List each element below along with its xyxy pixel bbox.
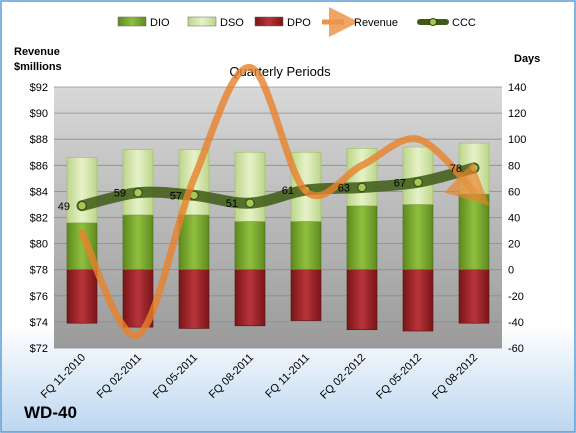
dio-bar [458, 193, 490, 270]
ccc-data-label: 67 [394, 177, 406, 189]
left-tick-label: $76 [30, 291, 48, 303]
ccc-data-label: 63 [338, 182, 350, 194]
left-tick-label: $84 [30, 186, 48, 198]
legend-label: CCC [452, 17, 476, 29]
left-tick-label: $74 [30, 317, 48, 329]
left-tick-label: $90 [30, 108, 48, 120]
dpo-bar [234, 269, 266, 327]
left-tick-label: $92 [30, 82, 48, 94]
dpo-bar [66, 269, 98, 324]
ccc-point [357, 182, 367, 193]
legend-item: DSO [187, 16, 244, 29]
right-tick-label: 0 [508, 265, 514, 277]
legend-swatch [254, 16, 284, 27]
ccc-data-label: 78 [450, 163, 462, 175]
left-axis-title-line1: Revenue [14, 46, 60, 58]
left-tick-label: $88 [30, 134, 48, 146]
legend-label: DSO [220, 17, 244, 29]
legend-item: CCC [417, 17, 476, 29]
legend-label: DIO [150, 17, 170, 29]
ccc-point [77, 201, 87, 211]
right-tick-label: -60 [508, 343, 524, 355]
left-tick-label: $82 [30, 213, 48, 225]
legend-item: DIO [117, 16, 170, 29]
left-axis-title-line2: $millions [14, 61, 62, 73]
right-tick-label: -40 [508, 317, 524, 329]
right-tick-label: 20 [508, 239, 520, 251]
right-tick-label: 40 [508, 213, 520, 225]
ccc-series [76, 162, 480, 212]
ccc-data-label: 59 [114, 188, 126, 200]
left-tick-label: $86 [30, 160, 48, 172]
dio-bar [346, 205, 378, 271]
dso-bar [122, 149, 154, 216]
right-tick-label: 140 [508, 82, 526, 94]
dpo-bar [178, 269, 210, 329]
ccc-point [245, 198, 255, 208]
right-axis: -60 -40 -20 0 20 40 60 80 100 120 140 [508, 82, 526, 355]
left-tick-label: $72 [30, 343, 48, 355]
dio-bar [290, 221, 322, 270]
revenue-line [78, 63, 490, 339]
left-axis: $72 $74 $76 $78 $80 $82 $84 $86 $88 $90 $92 [30, 82, 48, 355]
dpo-bar [290, 269, 322, 321]
ccc-data-label: 61 [282, 185, 294, 197]
ccc-point [133, 188, 143, 198]
ccc-point [469, 163, 479, 173]
dso-bar [234, 151, 266, 222]
company-name: WD-40 [24, 403, 77, 422]
legend-item: DPO [254, 16, 311, 29]
legend-label: Revenue [354, 17, 398, 29]
legend-marker [429, 18, 437, 26]
legend: DIO DSO DPO Revenue CCC [117, 7, 476, 37]
dio-bar [234, 221, 266, 270]
right-tick-label: -20 [508, 291, 524, 303]
dpo-bar [346, 269, 378, 331]
ccc-point [413, 177, 423, 187]
dso-bar [66, 157, 98, 224]
legend-swatch [117, 16, 147, 27]
dpo-bar [402, 269, 434, 332]
ccc-data-label: 49 [58, 201, 70, 213]
legend-item: Revenue [322, 7, 398, 37]
ccc-data-label: 51 [226, 198, 238, 210]
right-tick-label: 100 [508, 134, 526, 146]
dpo-bar [458, 269, 490, 324]
left-tick-label: $80 [30, 239, 48, 251]
dio-bar [122, 214, 154, 271]
right-tick-label: 80 [508, 160, 520, 172]
right-axis-title: Days [514, 53, 540, 65]
revenue-series [78, 63, 490, 339]
data-labels: 49 59 57 51 61 63 67 78 [58, 163, 462, 213]
right-tick-label: 120 [508, 108, 526, 120]
right-tick-label: 60 [508, 186, 520, 198]
dio-bar [178, 214, 210, 271]
dio-bar [402, 204, 434, 270]
left-tick-label: $78 [30, 265, 48, 277]
ccc-data-label: 57 [170, 190, 182, 202]
legend-label: DPO [287, 17, 311, 29]
legend-swatch [187, 16, 217, 27]
